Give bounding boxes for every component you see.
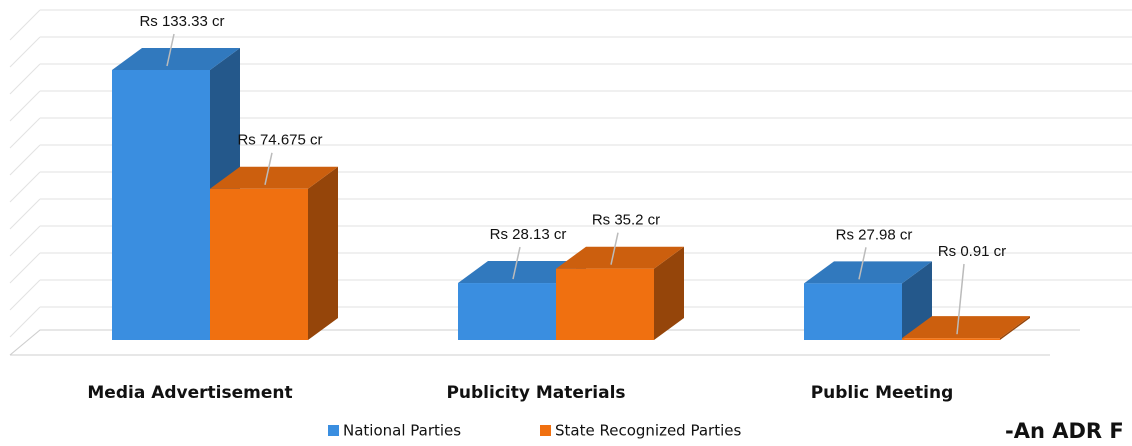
- leader-line: [858, 247, 867, 280]
- bar-front: [902, 338, 1000, 340]
- footnote: -An ADR F: [1005, 419, 1124, 443]
- value-label: Rs 0.91 cr: [938, 243, 1006, 260]
- bar: [804, 261, 932, 340]
- bar-side: [654, 246, 684, 340]
- legend-label: National Parties: [343, 422, 461, 440]
- bar-top: [210, 166, 338, 189]
- bar-top: [902, 316, 1030, 339]
- bar-top: [112, 48, 240, 70]
- x-tick-label: Public Meeting: [811, 383, 954, 403]
- bar: [902, 316, 1030, 340]
- legend-label: State Recognized Parties: [555, 422, 741, 440]
- x-tick-label: Publicity Materials: [446, 383, 625, 403]
- bar-side: [308, 166, 338, 340]
- bar-side: [902, 261, 932, 340]
- leader-line: [610, 232, 619, 265]
- value-label: Rs 133.33 cr: [139, 13, 224, 30]
- bar-side: [1000, 316, 1030, 340]
- bar-top: [804, 261, 932, 284]
- bar-top: [556, 246, 684, 269]
- leader-line: [956, 263, 965, 335]
- bar-front: [210, 188, 308, 340]
- value-label: Rs 74.675 cr: [237, 132, 322, 149]
- legend-swatch: [328, 425, 339, 436]
- value-label: Rs 35.2 cr: [592, 212, 660, 229]
- bar-front: [556, 268, 654, 340]
- legend-swatch: [540, 425, 551, 436]
- leader-line: [166, 33, 175, 67]
- bar-top: [458, 261, 586, 284]
- bar: [210, 166, 338, 340]
- leader-line: [512, 246, 521, 280]
- bar: [112, 48, 240, 340]
- bar-front: [458, 283, 556, 340]
- x-tick-label: Media Advertisement: [87, 383, 292, 403]
- value-label: Rs 27.98 cr: [836, 226, 913, 243]
- bar: [556, 246, 684, 340]
- bar-front: [112, 70, 210, 340]
- value-label: Rs 28.13 cr: [490, 226, 567, 243]
- bar-front: [804, 283, 902, 340]
- leader-line: [264, 152, 273, 185]
